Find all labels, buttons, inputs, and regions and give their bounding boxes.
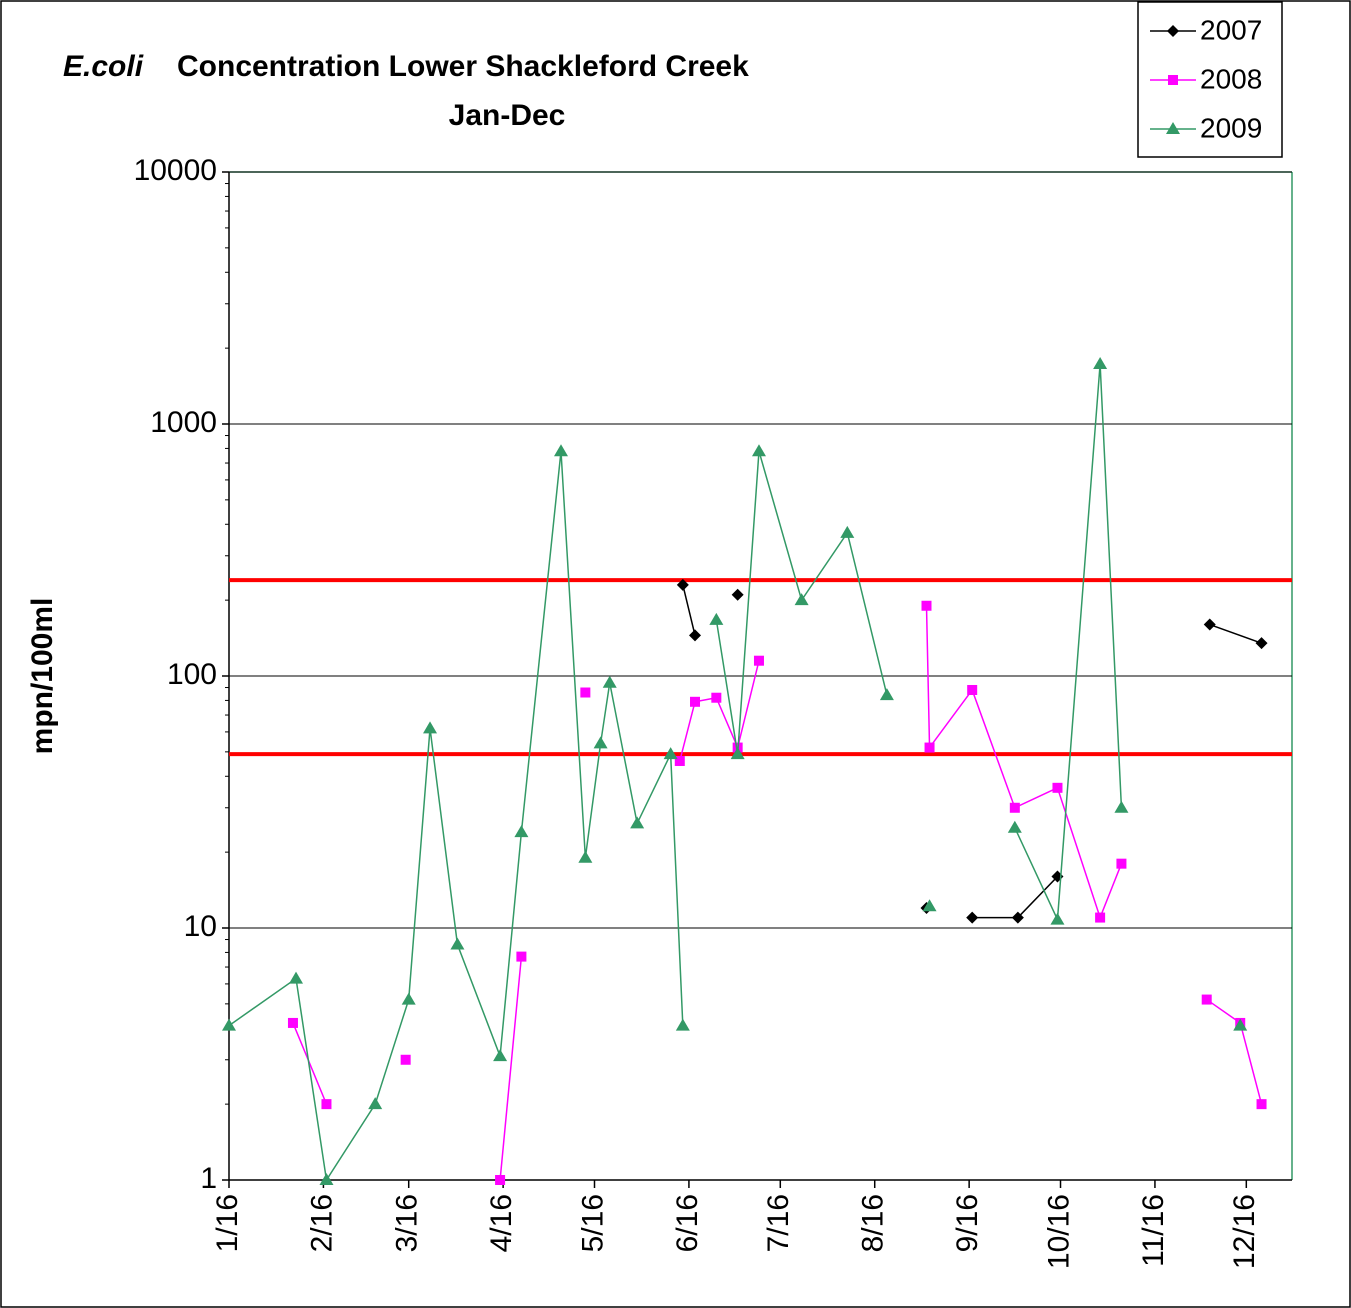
y-tick-label: 100 xyxy=(167,658,217,691)
y-tick-label: 10000 xyxy=(134,154,217,187)
legend-label: 2007 xyxy=(1200,14,1262,45)
legend-label: 2008 xyxy=(1200,63,1262,94)
x-tick-label: 1/16 xyxy=(211,1194,244,1252)
y-tick-label: 1000 xyxy=(150,406,217,439)
x-tick-label: 7/16 xyxy=(762,1194,795,1252)
x-tick-label: 5/16 xyxy=(576,1194,609,1252)
marker xyxy=(1011,911,1024,924)
marker xyxy=(1168,75,1178,85)
marker xyxy=(1166,122,1180,134)
marker xyxy=(580,687,591,698)
marker xyxy=(516,951,527,962)
marker xyxy=(423,721,438,734)
marker xyxy=(289,971,304,984)
marker xyxy=(514,825,529,838)
marker xyxy=(1233,1018,1248,1031)
marker xyxy=(1007,820,1022,833)
series-line xyxy=(1014,363,1123,923)
legend-label: 2009 xyxy=(1200,112,1262,143)
marker xyxy=(751,444,766,457)
marker xyxy=(319,1173,334,1185)
y-tick-label: 10 xyxy=(184,910,217,943)
series-line xyxy=(1209,623,1262,644)
marker xyxy=(711,692,722,703)
series-line xyxy=(715,450,888,755)
y-tick-label: 1 xyxy=(200,1162,217,1195)
marker xyxy=(966,911,979,924)
marker xyxy=(730,747,745,760)
x-tick-label: 10/16 xyxy=(1042,1194,1075,1269)
marker xyxy=(400,1054,411,1065)
marker xyxy=(690,696,701,707)
x-tick-label: 11/16 xyxy=(1137,1194,1170,1267)
marker xyxy=(1116,858,1127,869)
marker xyxy=(794,593,809,606)
marker xyxy=(1167,25,1179,37)
marker xyxy=(1009,802,1020,813)
series-line xyxy=(228,451,684,1183)
marker xyxy=(222,1018,236,1031)
x-tick-label: 3/16 xyxy=(391,1194,424,1252)
marker xyxy=(1095,912,1106,923)
marker xyxy=(553,444,568,457)
chart-title: Concentration Lower Shackleford Creek xyxy=(177,50,749,83)
series-line xyxy=(292,1022,328,1105)
marker xyxy=(753,655,764,666)
chart-subtitle: Jan-Dec xyxy=(449,99,566,132)
marker xyxy=(879,688,894,701)
chart-title-italic: E.coli xyxy=(63,50,144,83)
x-tick-label: 6/16 xyxy=(671,1194,704,1252)
marker xyxy=(578,850,593,863)
series-line xyxy=(499,956,523,1181)
marker xyxy=(1052,782,1063,793)
series xyxy=(222,357,1248,1185)
marker xyxy=(495,1175,506,1185)
y-axis-label: mpn/100ml xyxy=(26,598,59,755)
marker xyxy=(368,1097,383,1110)
marker xyxy=(450,937,465,950)
marker xyxy=(602,675,617,688)
marker xyxy=(1114,800,1129,813)
marker xyxy=(674,755,685,766)
x-tick-label: 4/16 xyxy=(485,1194,518,1252)
marker xyxy=(1203,618,1216,631)
marker xyxy=(1050,912,1065,925)
marker xyxy=(689,629,702,642)
x-tick-label: 8/16 xyxy=(857,1194,890,1252)
marker xyxy=(630,816,645,829)
x-tick-label: 9/16 xyxy=(951,1194,984,1252)
marker xyxy=(493,1049,508,1062)
series-line xyxy=(682,584,696,636)
marker xyxy=(676,578,689,591)
marker xyxy=(922,899,937,912)
marker xyxy=(924,742,935,753)
marker xyxy=(731,588,744,601)
marker xyxy=(1255,637,1268,650)
marker xyxy=(1093,357,1108,370)
marker xyxy=(921,600,932,611)
marker xyxy=(593,736,608,749)
marker xyxy=(675,1018,690,1031)
marker xyxy=(1256,1099,1267,1110)
marker xyxy=(840,525,855,538)
marker xyxy=(287,1017,298,1028)
marker xyxy=(967,684,978,695)
marker xyxy=(709,612,724,625)
marker xyxy=(401,992,416,1005)
marker xyxy=(1201,994,1212,1005)
series xyxy=(287,600,1267,1185)
marker xyxy=(663,747,678,760)
x-tick-label: 2/16 xyxy=(305,1194,338,1252)
marker xyxy=(321,1099,332,1110)
x-tick-label: 12/16 xyxy=(1228,1194,1261,1269)
